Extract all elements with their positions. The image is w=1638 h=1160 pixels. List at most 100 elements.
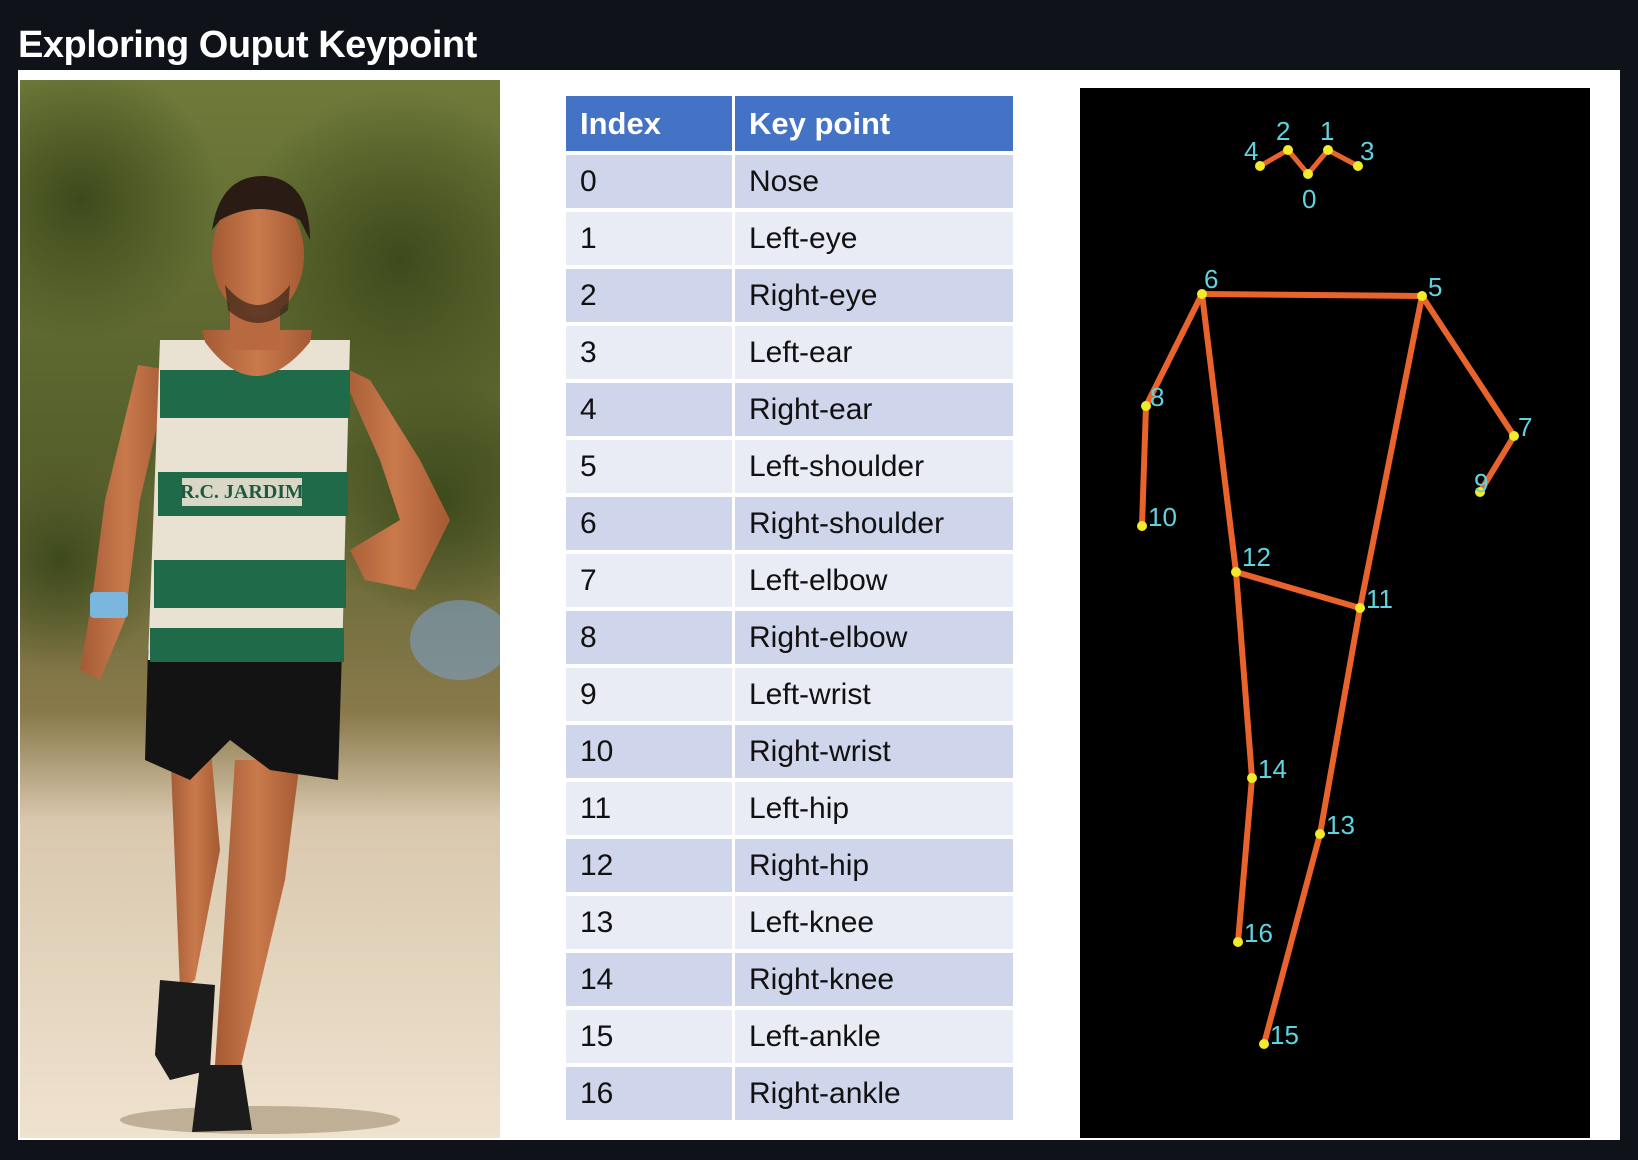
joint-point xyxy=(1315,829,1325,839)
keypoint-cell: Nose xyxy=(732,155,1013,208)
joint-label: 9 xyxy=(1474,468,1488,498)
joint-point xyxy=(1141,401,1151,411)
joint-point xyxy=(1255,161,1265,171)
face-line xyxy=(1326,147,1360,169)
joint-label: 4 xyxy=(1244,136,1258,166)
keypoint-cell: Left-hip xyxy=(732,782,1013,835)
table-row: 15 Left-ankle xyxy=(566,1010,1013,1063)
limb-line xyxy=(1261,831,1323,1047)
joint-point xyxy=(1509,431,1519,441)
keypoint-cell: Left-ankle xyxy=(732,1010,1013,1063)
index-cell: 3 xyxy=(566,326,732,379)
joint-point xyxy=(1283,145,1293,155)
face-line xyxy=(1258,147,1290,169)
joint-label: 14 xyxy=(1258,754,1287,784)
limb-line xyxy=(1199,291,1425,299)
limb-line xyxy=(1317,605,1363,837)
index-cell: 0 xyxy=(566,155,732,208)
keypoint-cell: Right-knee xyxy=(732,953,1013,1006)
table-header-row: Index Key point xyxy=(566,96,1013,151)
index-cell: 8 xyxy=(566,611,732,664)
keypoint-cell: Left-eye xyxy=(732,212,1013,265)
joint-point xyxy=(1197,289,1207,299)
column-header-index: Index xyxy=(566,96,732,151)
skeleton-diagram: 0 1 2 3 4 5 6 7 8 9 10 11 12 13 14 15 16 xyxy=(1080,88,1590,1138)
table-row: 4 Right-ear xyxy=(566,383,1013,436)
face-line xyxy=(1286,148,1310,176)
joint-label: 13 xyxy=(1326,810,1355,840)
joint-point xyxy=(1475,487,1485,497)
limb-line xyxy=(1477,433,1517,495)
table-row: 3 Left-ear xyxy=(566,326,1013,379)
keypoint-cell: Left-wrist xyxy=(732,668,1013,721)
index-cell: 1 xyxy=(566,212,732,265)
joint-label: 6 xyxy=(1204,264,1218,294)
limb-line xyxy=(1357,293,1425,611)
limb-line xyxy=(1139,403,1149,529)
joint-label: 1 xyxy=(1320,116,1334,146)
index-cell: 14 xyxy=(566,953,732,1006)
keypoint-table: Index Key point 0 Nose 1 Left-eye 2 Right-e… xyxy=(566,92,1013,1124)
joint-point xyxy=(1323,145,1333,155)
joint-point xyxy=(1231,567,1241,577)
joint-point xyxy=(1303,169,1313,179)
index-cell: 5 xyxy=(566,440,732,493)
joint-label: 8 xyxy=(1150,382,1164,412)
table-row: 2 Right-eye xyxy=(566,269,1013,322)
joint-label: 2 xyxy=(1276,116,1290,146)
table-row: 7 Left-elbow xyxy=(566,554,1013,607)
jersey-text: R.C. JARDIM xyxy=(180,481,304,503)
table-row: 5 Left-shoulder xyxy=(566,440,1013,493)
keypoint-cell: Right-eye xyxy=(732,269,1013,322)
limb-line xyxy=(1143,291,1205,409)
joint-label: 7 xyxy=(1518,412,1532,442)
limb-line xyxy=(1233,569,1255,781)
keypoint-cell: Left-shoulder xyxy=(732,440,1013,493)
table-row: 8 Right-elbow xyxy=(566,611,1013,664)
index-cell: 13 xyxy=(566,896,732,949)
index-cell: 16 xyxy=(566,1067,732,1120)
table-row: 1 Left-eye xyxy=(566,212,1013,265)
skeleton-joints xyxy=(1137,145,1519,1049)
limb-line xyxy=(1419,293,1517,439)
table-row: 13 Left-knee xyxy=(566,896,1013,949)
skeleton-limbs xyxy=(1139,147,1517,1047)
index-cell: 11 xyxy=(566,782,732,835)
joint-label: 5 xyxy=(1428,272,1442,302)
index-cell: 4 xyxy=(566,383,732,436)
keypoint-cell: Left-ear xyxy=(732,326,1013,379)
joint-point xyxy=(1353,161,1363,171)
joint-point xyxy=(1259,1039,1269,1049)
index-cell: 9 xyxy=(566,668,732,721)
face-line xyxy=(1306,148,1330,176)
index-cell: 10 xyxy=(566,725,732,778)
keypoint-cell: Right-hip xyxy=(732,839,1013,892)
runner-photo: R.C. JARDIM xyxy=(20,80,500,1138)
table-row: 11 Left-hip xyxy=(566,782,1013,835)
keypoint-cell: Right-ear xyxy=(732,383,1013,436)
table-row: 14 Right-knee xyxy=(566,953,1013,1006)
limb-line xyxy=(1235,775,1255,945)
joint-point xyxy=(1417,291,1427,301)
table-row: 6 Right-shoulder xyxy=(566,497,1013,550)
keypoint-cell: Left-elbow xyxy=(732,554,1013,607)
table-row: 16 Right-ankle xyxy=(566,1067,1013,1120)
limb-line xyxy=(1199,291,1239,575)
column-header-keypoint: Key point xyxy=(732,96,1013,151)
joint-point xyxy=(1355,603,1365,613)
table-row: 10 Right-wrist xyxy=(566,725,1013,778)
joint-point xyxy=(1137,521,1147,531)
index-cell: 12 xyxy=(566,839,732,892)
keypoint-cell: Right-wrist xyxy=(732,725,1013,778)
joint-point xyxy=(1233,937,1243,947)
keypoint-cell: Right-shoulder xyxy=(732,497,1013,550)
joint-label: 10 xyxy=(1148,502,1177,532)
keypoint-cell: Right-elbow xyxy=(732,611,1013,664)
index-cell: 2 xyxy=(566,269,732,322)
limb-line xyxy=(1233,569,1363,611)
joint-label: 11 xyxy=(1366,584,1393,614)
index-cell: 6 xyxy=(566,497,732,550)
keypoint-cell: Right-ankle xyxy=(732,1067,1013,1120)
table-row: 9 Left-wrist xyxy=(566,668,1013,721)
